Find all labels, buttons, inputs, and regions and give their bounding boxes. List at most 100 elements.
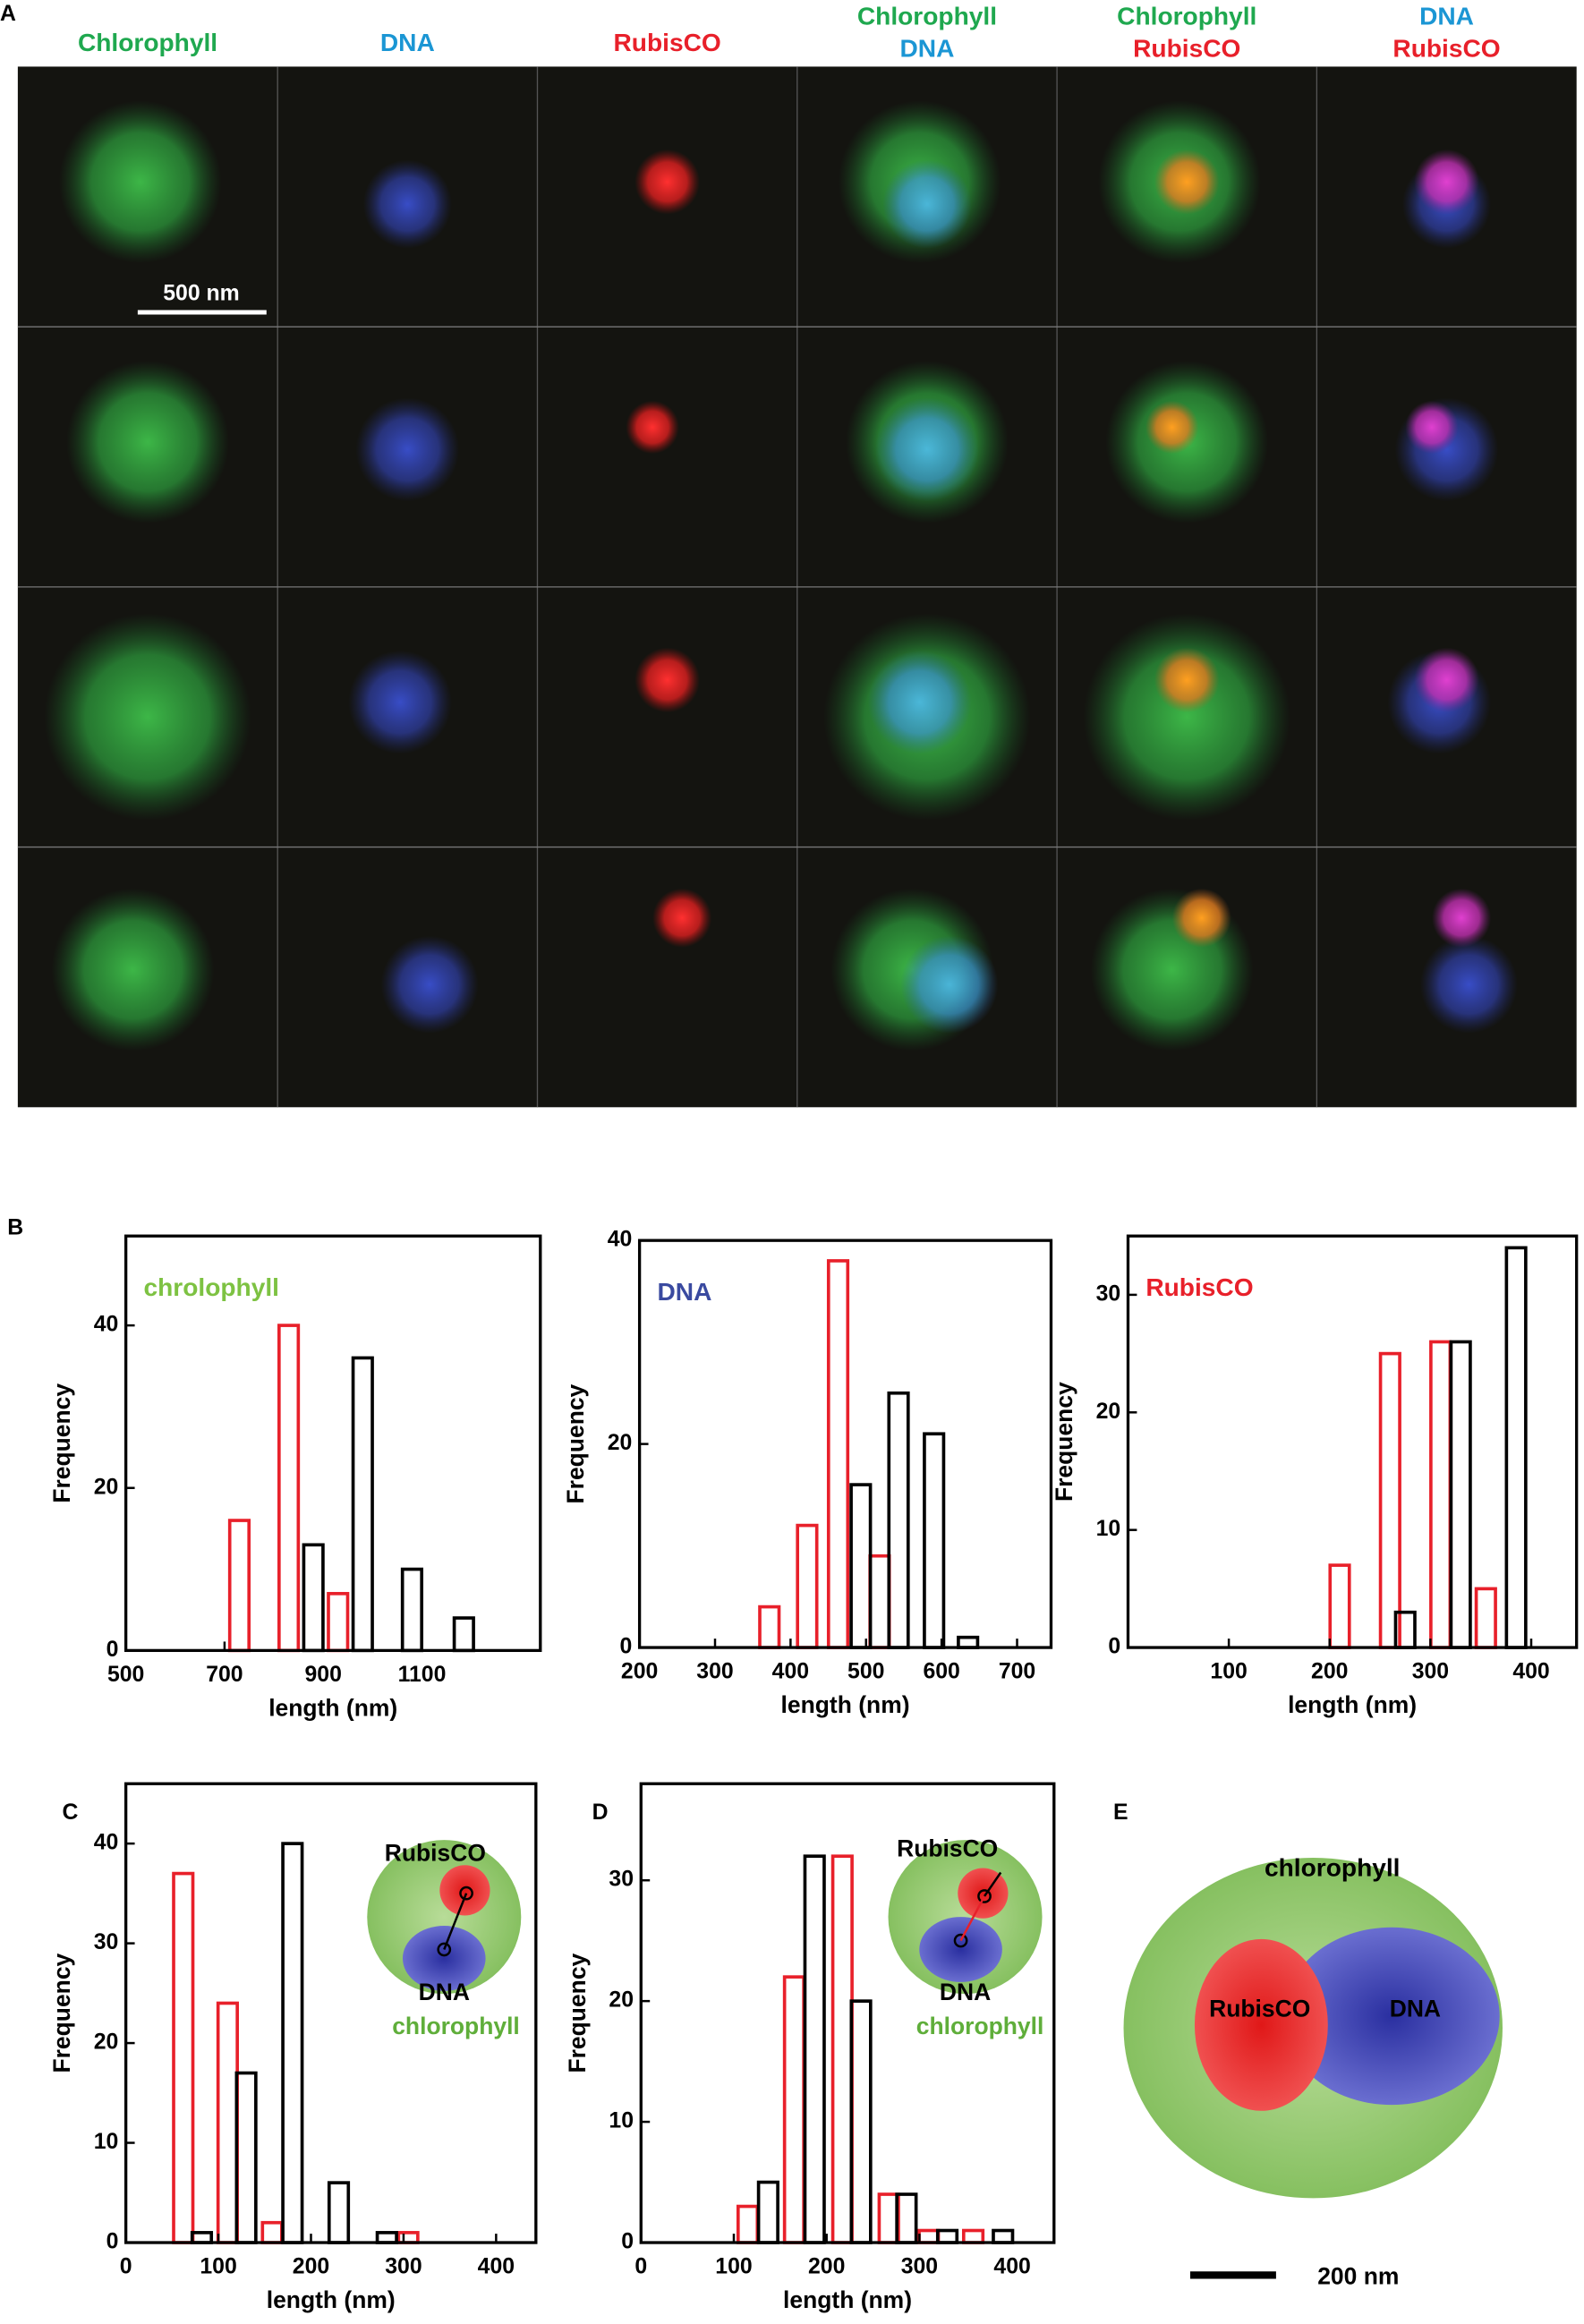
fluorescence-spot	[875, 397, 979, 502]
x-tick-label: 900	[305, 1663, 342, 1687]
column-header: Chlorophyll	[78, 29, 217, 56]
bar	[1328, 1563, 1351, 1649]
y-axis-label: Frequency	[562, 1383, 589, 1503]
inset-rubisco	[958, 1868, 1009, 1919]
bar	[234, 2071, 258, 2244]
bar	[1449, 1340, 1472, 1649]
fluorescence-spot	[1083, 613, 1291, 821]
bar	[849, 1483, 873, 1649]
x-tick-label: 300	[901, 2255, 938, 2279]
bar	[190, 2231, 214, 2244]
x-tick-label: 100	[200, 2255, 236, 2279]
panel-label: B	[7, 1215, 23, 1239]
inset-center	[437, 1942, 452, 1957]
fluorescence-spot	[1405, 400, 1459, 455]
chart-title: DNA	[657, 1278, 711, 1306]
scale-bar-label: 500 nm	[163, 282, 239, 306]
y-tick-label: 20	[608, 1431, 633, 1455]
panel-label: D	[592, 1800, 609, 1825]
y-tick-label: 30	[1096, 1281, 1121, 1306]
y-tick-label: 40	[94, 1313, 119, 1337]
bar	[935, 2228, 959, 2244]
bar	[830, 1854, 854, 2244]
bar	[277, 1324, 301, 1653]
y-tick-label: 10	[1096, 1517, 1121, 1541]
column-header: RubisCO	[614, 29, 721, 56]
bar	[281, 1842, 304, 2244]
bar	[758, 1605, 781, 1649]
scale-bar-label: 200 nm	[1317, 2263, 1399, 2290]
region-label: RubisCO	[1209, 1995, 1310, 2022]
x-tick-label: 200	[293, 2255, 329, 2279]
bar	[736, 2204, 760, 2244]
y-tick-label: 40	[94, 1831, 119, 1855]
plot-frame	[123, 1234, 542, 1653]
inset-arrow	[984, 1871, 1002, 1897]
bar	[400, 1567, 424, 1653]
chart-title: RubisCO	[1145, 1273, 1253, 1301]
fluorescence-spot	[1419, 935, 1518, 1034]
fluorescence-spot	[634, 647, 701, 713]
fluorescence-spot	[66, 360, 230, 524]
rubisco-region	[1194, 1938, 1328, 2111]
fluorescence-spot	[900, 935, 999, 1034]
y-tick-label: 10	[94, 2130, 119, 2154]
column-header: Chlorophyll	[857, 2, 997, 30]
bar	[1504, 1246, 1528, 1649]
x-tick-label: 700	[206, 1663, 243, 1687]
inset-center	[977, 1889, 992, 1903]
bar	[868, 1554, 891, 1649]
bar	[1429, 1340, 1452, 1649]
fluorescence-spot	[58, 100, 222, 264]
panel-label: E	[1113, 1800, 1128, 1825]
bar	[375, 2231, 398, 2244]
inset-rubisco	[439, 1865, 490, 1916]
inset-label: DNA	[940, 1979, 991, 2005]
fluorescence-spot	[44, 613, 251, 821]
x-tick-label: 0	[120, 2255, 132, 2279]
column-header: RubisCO	[1133, 35, 1240, 63]
y-tick-label: 0	[106, 1638, 119, 1662]
bar	[826, 1259, 850, 1649]
x-axis-label: length (nm)	[781, 1691, 910, 1718]
fluorescence-spot	[380, 935, 479, 1034]
bar	[327, 1591, 350, 1653]
x-tick-label: 400	[1512, 1660, 1549, 1684]
y-tick-label: 30	[94, 1930, 119, 1954]
fluorescence-spot	[362, 159, 452, 249]
fluorescence-spot	[1154, 647, 1220, 713]
y-tick-label: 0	[106, 2230, 119, 2254]
bar	[396, 2231, 420, 2244]
x-axis-label: length (nm)	[268, 1695, 397, 1722]
bar	[1378, 1351, 1401, 1649]
bar	[227, 1519, 251, 1653]
dna-region	[1283, 1927, 1500, 2106]
inset-arrow	[959, 1895, 986, 1942]
x-tick-label: 100	[715, 2255, 752, 2279]
panel-label: C	[63, 1800, 79, 1825]
plot-frame	[1126, 1234, 1579, 1649]
inset-arrow	[443, 1893, 468, 1950]
bar	[452, 1616, 475, 1653]
x-tick-label: 100	[1210, 1660, 1247, 1684]
fluorescence-spot	[1414, 647, 1479, 713]
x-tick-label: 200	[1311, 1660, 1348, 1684]
bar	[917, 2228, 941, 2244]
bar	[260, 2220, 284, 2244]
plot-frame	[123, 1782, 538, 2244]
inset-label: chlorophyll	[392, 2013, 520, 2039]
y-tick-label: 40	[608, 1228, 633, 1252]
inset-label: RubisCO	[385, 1840, 486, 1867]
x-axis-label: length (nm)	[783, 2286, 912, 2313]
fluorescence-spot	[1145, 400, 1199, 455]
y-tick-label: 10	[609, 2109, 634, 2133]
fluorescence-spot	[867, 650, 972, 754]
bar	[172, 1871, 195, 2244]
y-tick-label: 20	[609, 1988, 634, 2013]
y-axis-label: Frequency	[48, 1383, 75, 1503]
x-axis-label: length (nm)	[267, 2286, 396, 2313]
region-label: chlorophyll	[1265, 1854, 1401, 1882]
x-tick-label: 1100	[398, 1663, 447, 1687]
x-tick-label: 0	[634, 2255, 647, 2279]
